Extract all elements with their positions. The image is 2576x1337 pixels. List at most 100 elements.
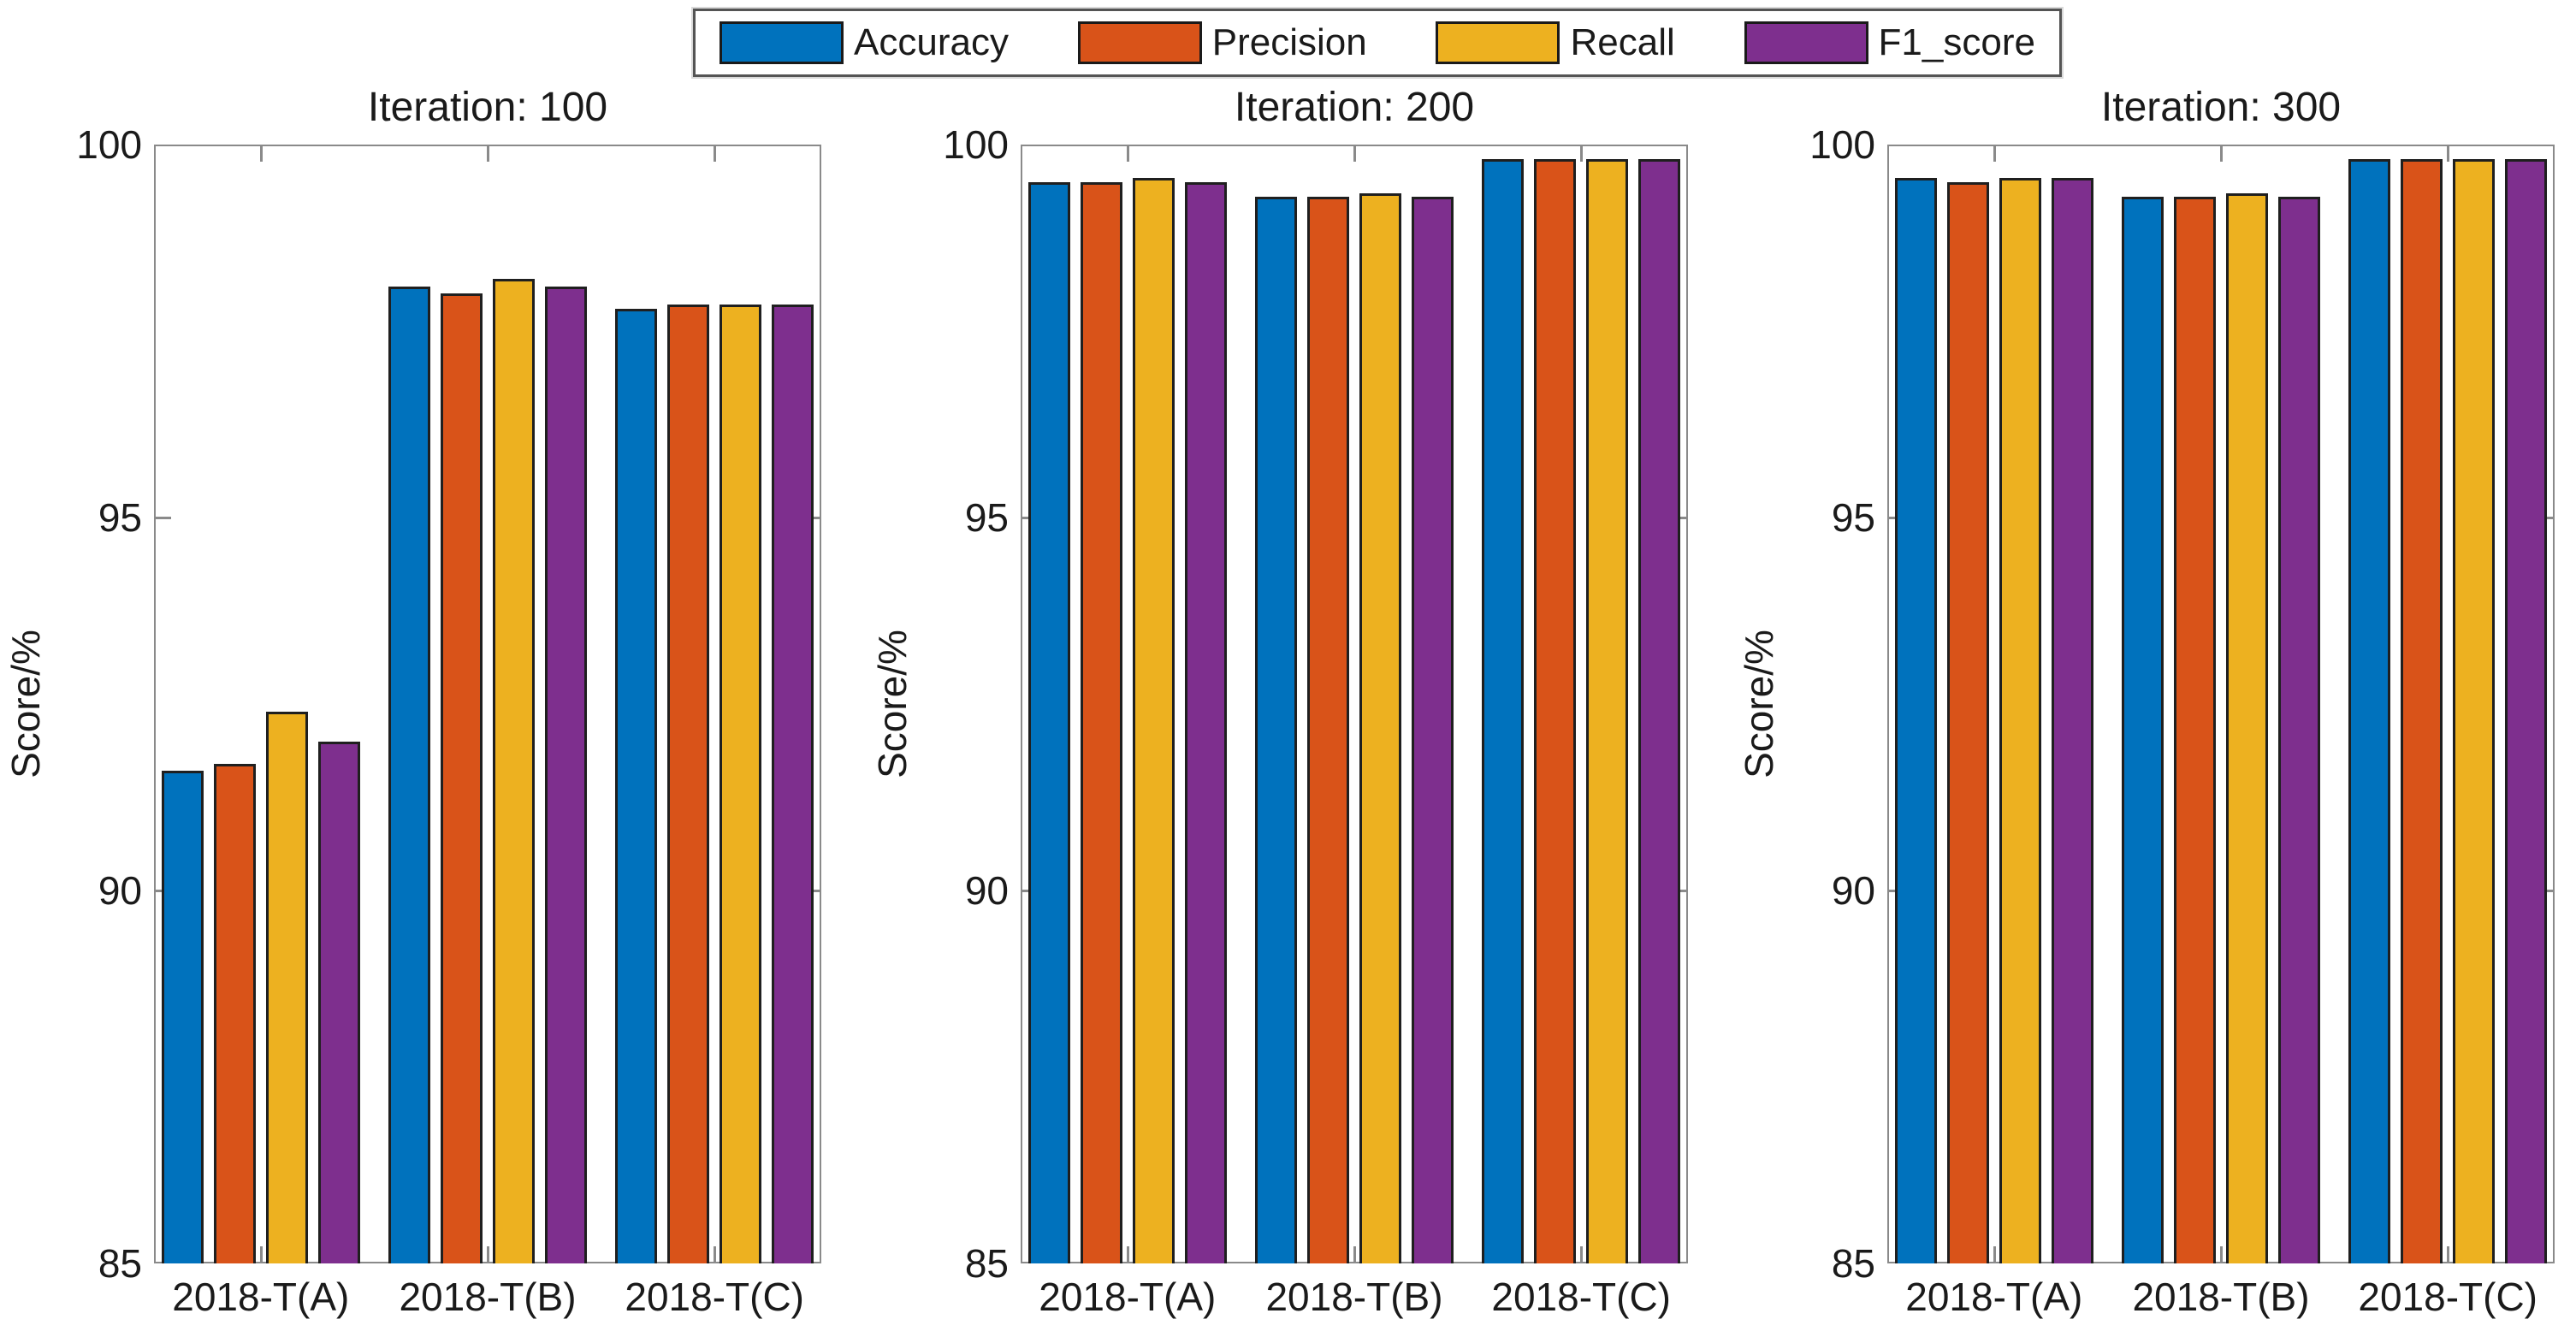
bar-group-2018-T(B)	[2122, 193, 2320, 1263]
bar-precision-2018-T(A)	[213, 764, 256, 1263]
x-tick-mark-top	[1353, 146, 1356, 162]
bar-f1_score-2018-T(A)	[1184, 182, 1227, 1263]
subplot-iteration-100: Iteration: 100 Score/% 85 90 95 100 2018-T(A) 2…	[3, 85, 821, 1316]
bar-f1_score-2018-T(B)	[1412, 197, 1454, 1263]
legend-entry: F1_score	[1744, 21, 2035, 64]
y-axis-label: Score/%	[867, 145, 918, 1263]
subplot-title: Iteration: 300	[2100, 85, 2342, 130]
legend-entry: Accuracy	[720, 21, 1009, 64]
x-tick-label: 2018-T(A)	[172, 1275, 350, 1319]
y-axis-label-text: Score/%	[1737, 630, 1782, 778]
bar-accuracy-2018-T(C)	[1482, 159, 1525, 1263]
bar-precision-2018-T(B)	[441, 293, 483, 1263]
subplot-iteration-300: Iteration: 300 Score/% 85 90 95 100 2018-T(A) 2…	[1737, 85, 2555, 1316]
bar-f1_score-2018-T(B)	[2278, 197, 2320, 1263]
x-tick-label: 2018-T(A)	[1039, 1275, 1217, 1319]
bar-recall-2018-T(B)	[493, 279, 535, 1263]
y-tick-label: 90	[964, 868, 1009, 913]
bar-accuracy-2018-T(B)	[1255, 197, 1297, 1263]
x-tick-mark-top	[2220, 146, 2223, 162]
y-tick-label: 85	[98, 1241, 142, 1286]
x-tick-mark-bottom	[1993, 1246, 1996, 1262]
subplot-iteration-200: Iteration: 200 Score/% 85 90 95 100 2018-T(A) 2…	[870, 85, 1688, 1316]
y-axis-label: Score/%	[1733, 145, 1785, 1263]
bar-precision-2018-T(C)	[1534, 159, 1577, 1263]
x-tick-label: 2018-T(C)	[2358, 1275, 2538, 1319]
bar-f1_score-2018-T(C)	[1638, 159, 1681, 1263]
bar-group-2018-T(C)	[2348, 159, 2548, 1263]
legend-swatch-f1_score	[1744, 21, 1868, 64]
legend-entry: Precision	[1077, 21, 1367, 64]
bar-precision-2018-T(B)	[1307, 197, 1349, 1263]
legend-item-label: Accuracy	[854, 21, 1009, 63]
bar-accuracy-2018-T(A)	[161, 771, 204, 1263]
bar-f1_score-2018-T(C)	[2505, 159, 2548, 1263]
legend-item-label: Precision	[1211, 21, 1367, 63]
axes-frame	[154, 145, 821, 1263]
legend-swatch-accuracy	[720, 21, 844, 64]
bar-group-2018-T(C)	[1482, 159, 1681, 1263]
x-tick-mark-bottom	[1580, 1246, 1584, 1262]
bar-group-2018-T(A)	[1894, 178, 2093, 1263]
y-tick-label: 85	[964, 1241, 1009, 1286]
y-axis-label-text: Score/%	[870, 630, 915, 778]
legend-entry: Recall	[1436, 21, 1675, 64]
x-tick-mark-top	[487, 146, 489, 162]
subplot-title: Iteration: 100	[367, 85, 608, 130]
bar-recall-2018-T(C)	[2453, 159, 2496, 1263]
bar-f1_score-2018-T(C)	[772, 305, 814, 1263]
bar-accuracy-2018-T(A)	[1894, 178, 1937, 1263]
x-tick-mark-top	[1580, 146, 1584, 162]
axes-frame	[1887, 145, 2555, 1263]
bar-accuracy-2018-T(C)	[615, 309, 658, 1263]
x-tick-label: 2018-T(B)	[1265, 1275, 1443, 1319]
bar-accuracy-2018-T(B)	[2122, 197, 2164, 1263]
bar-accuracy-2018-T(A)	[1027, 182, 1070, 1263]
bar-precision-2018-T(C)	[667, 305, 710, 1263]
x-tick-mark-top	[259, 146, 263, 162]
bar-precision-2018-T(A)	[1946, 182, 1989, 1263]
bar-group-2018-T(B)	[388, 279, 587, 1263]
y-tick-label: 100	[76, 122, 142, 167]
x-tick-mark-bottom	[1353, 1246, 1356, 1262]
y-tick-label: 90	[1831, 868, 1875, 913]
x-tick-mark-bottom	[2447, 1246, 2450, 1262]
x-tick-mark-top	[2447, 146, 2450, 162]
y-tick-label: 90	[98, 868, 142, 913]
axes-frame	[1021, 145, 1688, 1263]
legend-swatch-precision	[1077, 21, 1202, 64]
bar-recall-2018-T(B)	[2226, 193, 2268, 1263]
x-tick-label: 2018-T(C)	[1491, 1275, 1671, 1319]
x-tick-mark-bottom	[487, 1246, 489, 1262]
subplot-title: Iteration: 200	[1234, 85, 1475, 130]
bar-group-2018-T(A)	[1027, 178, 1227, 1263]
legend-item-label: Recall	[1570, 21, 1675, 63]
legend-entries: Accuracy Precision Recall F1_score	[696, 11, 2059, 74]
legend-swatch-recall	[1436, 21, 1560, 64]
y-axis-label: Score/%	[0, 145, 51, 1263]
bar-recall-2018-T(A)	[1999, 178, 2041, 1263]
bar-f1_score-2018-T(B)	[545, 287, 587, 1263]
x-tick-label: 2018-T(B)	[399, 1275, 577, 1319]
bar-recall-2018-T(A)	[1132, 178, 1175, 1263]
bar-accuracy-2018-T(B)	[388, 287, 430, 1263]
bar-precision-2018-T(A)	[1080, 182, 1122, 1263]
x-tick-mark-top	[1126, 146, 1129, 162]
legend: Accuracy Precision Recall F1_score	[693, 9, 2062, 77]
y-tick-label: 95	[964, 495, 1009, 540]
y-tick-label: 95	[1831, 495, 1875, 540]
bar-group-2018-T(A)	[161, 712, 360, 1263]
x-tick-label: 2018-T(C)	[625, 1275, 804, 1319]
x-tick-label: 2018-T(A)	[1905, 1275, 2083, 1319]
bar-group-2018-T(C)	[615, 305, 814, 1263]
bar-recall-2018-T(B)	[1359, 193, 1401, 1263]
y-tick-mark-left	[156, 517, 171, 519]
bar-f1_score-2018-T(A)	[2051, 178, 2093, 1263]
bar-recall-2018-T(C)	[720, 305, 762, 1263]
y-tick-label: 95	[98, 495, 142, 540]
x-tick-mark-bottom	[714, 1246, 717, 1262]
bar-f1_score-2018-T(A)	[317, 742, 360, 1263]
x-tick-mark-top	[714, 146, 717, 162]
x-tick-label: 2018-T(B)	[2132, 1275, 2310, 1319]
bar-recall-2018-T(A)	[265, 712, 308, 1263]
